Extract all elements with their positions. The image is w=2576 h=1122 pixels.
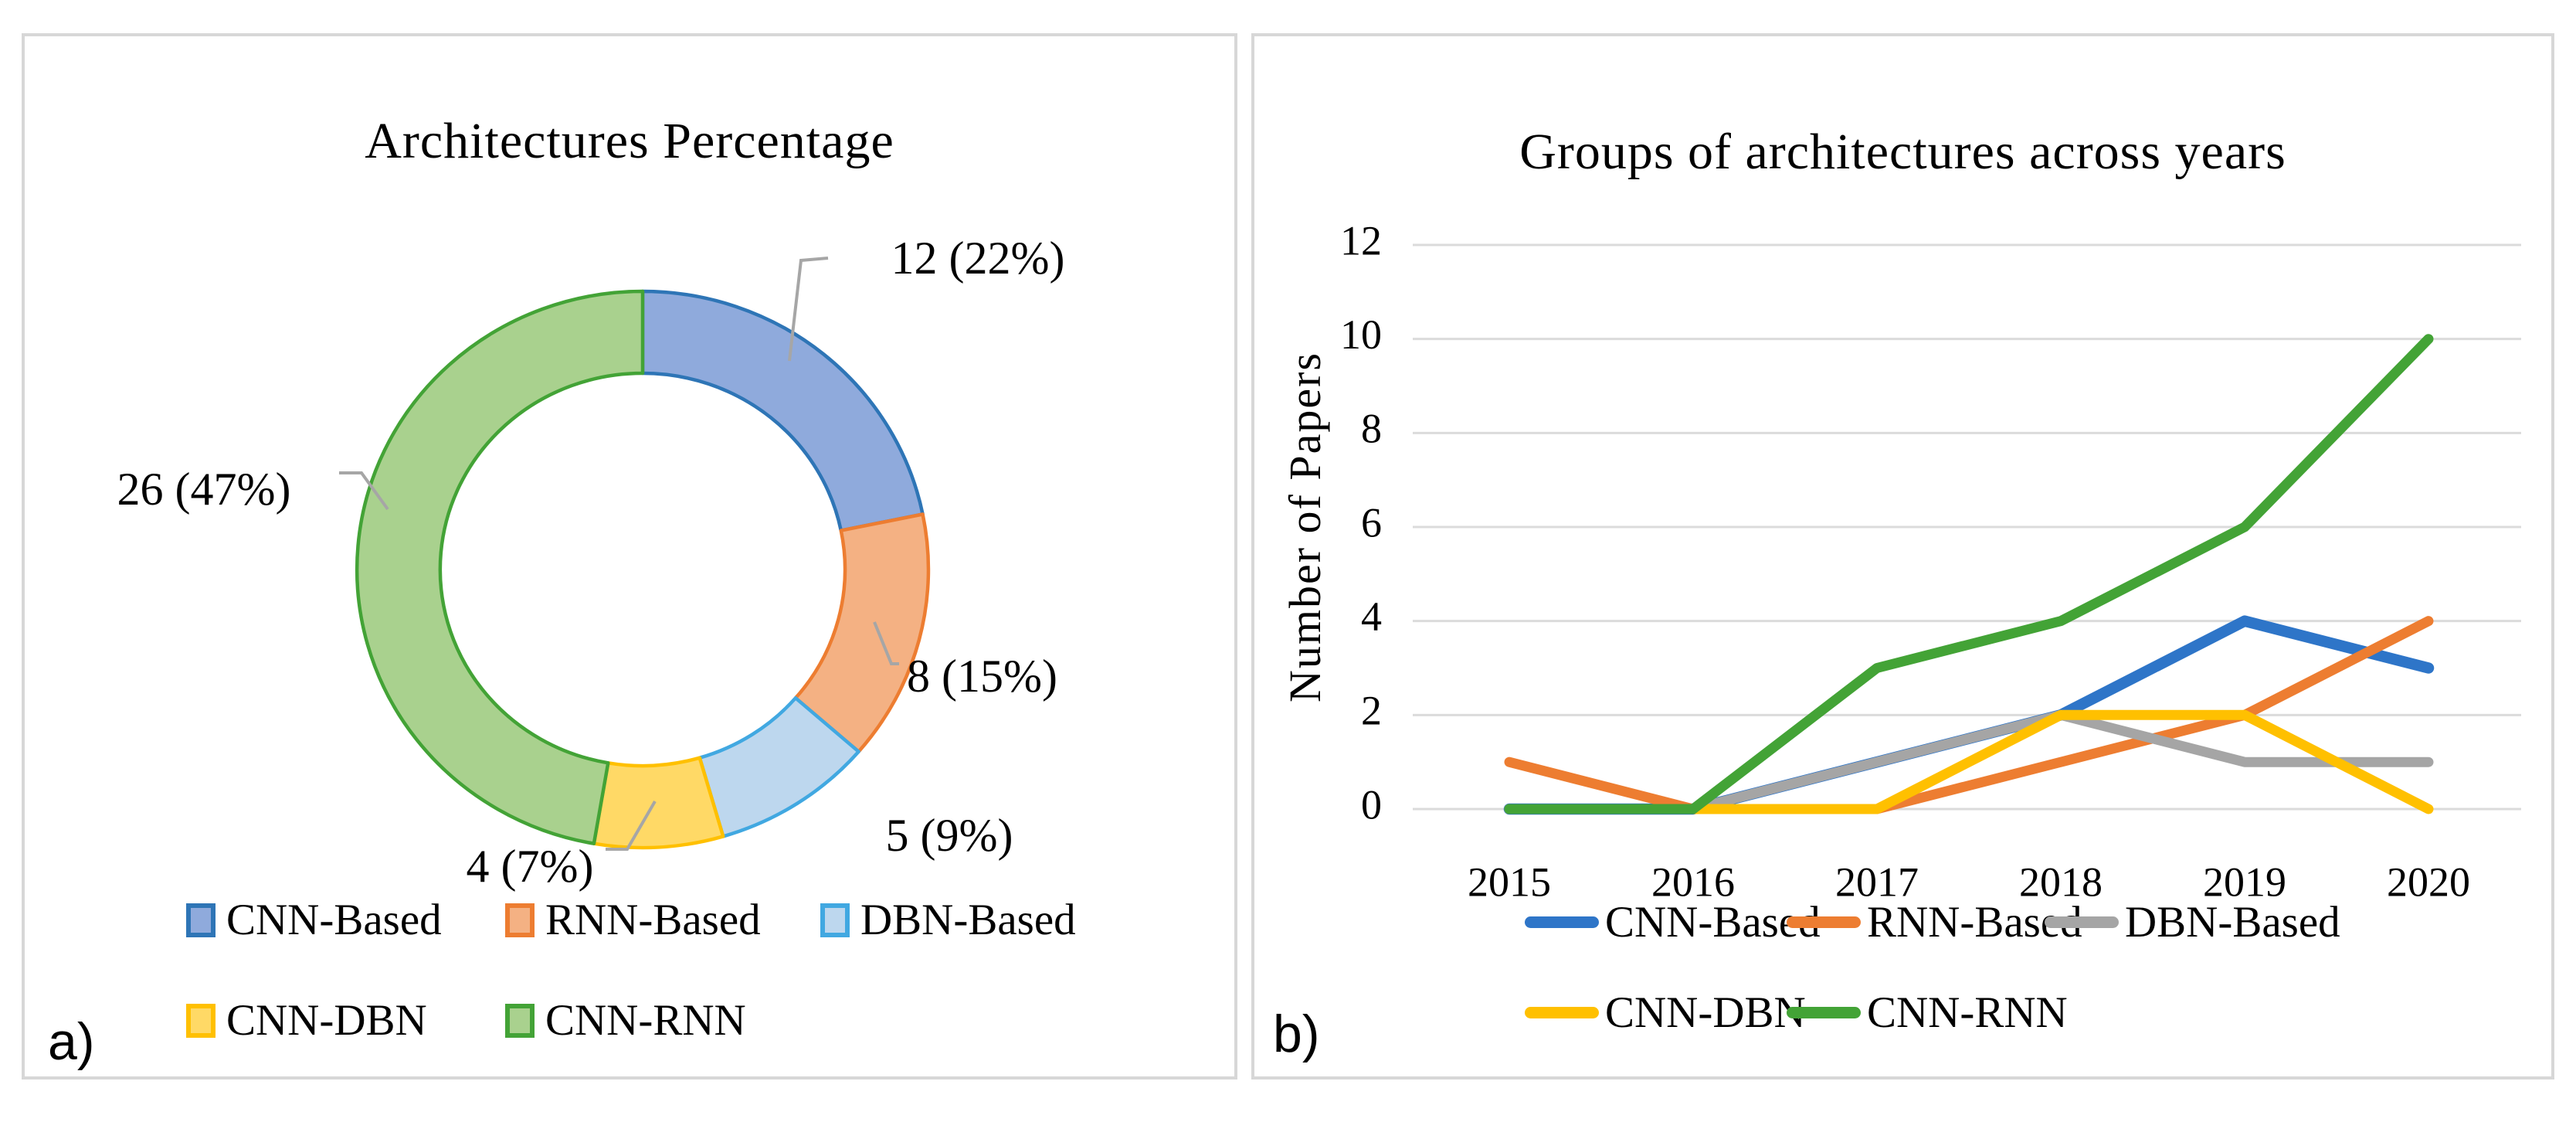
donut-chart-title: Architectures Percentage <box>365 113 894 169</box>
legend-item-CNN-DBN: CNN-DBN <box>1525 991 1806 1035</box>
y-tick-label-8: 8 <box>1361 406 1382 452</box>
y-tick-label-6: 6 <box>1361 499 1382 546</box>
legend-item-CNN-Based: CNN-Based <box>1525 900 1821 944</box>
legend-swatch-CNN-RNN <box>505 1003 535 1038</box>
pie-data-label-DBN-Based: 5 (9%) <box>886 810 1013 861</box>
legend-swatch-RNN-Based <box>1787 916 1861 928</box>
line-series-RNN-Based <box>1504 616 2434 814</box>
legend-label-CNN-RNN: CNN-RNN <box>545 996 746 1045</box>
pie-data-label-CNN-Based: 12 (22%) <box>891 233 1065 284</box>
leader-line-RNN-Based <box>873 621 899 665</box>
donut-slice-CNN-Based <box>640 289 925 532</box>
panel-a-tag: a) <box>48 1012 95 1071</box>
y-tick-label-10: 10 <box>1340 311 1382 358</box>
legend-swatch-CNN-DBN <box>186 1003 216 1038</box>
legend-item-CNN-Based: CNN-Based <box>186 898 442 942</box>
line-chart-title: Groups of architectures across years <box>1519 124 2286 180</box>
legend-item-RNN-Based: RNN-Based <box>1787 900 2082 944</box>
x-tick-label-2018: 2018 <box>2019 858 2103 905</box>
legend-label-RNN-Based: RNN-Based <box>545 896 761 944</box>
legend-item-CNN-RNN: CNN-RNN <box>1787 991 2068 1035</box>
legend-swatch-RNN-Based <box>505 903 535 937</box>
x-tick-label-2016: 2016 <box>1651 858 1735 905</box>
legend-label-CNN-Based: CNN-Based <box>1605 898 1821 947</box>
line-chart-canvas: 0 2 4 6 8 10 12 2015 2016 2017 2018 2019 2020 Number … <box>1280 217 2521 905</box>
donut-slice-CNN-DBN <box>592 756 725 850</box>
legend-label-CNN-DBN: CNN-DBN <box>226 996 427 1045</box>
x-tick-label-2020: 2020 <box>2387 858 2470 905</box>
x-tick-label-2015: 2015 <box>1468 858 1551 905</box>
legend-label-DBN-Based: DBN-Based <box>2125 898 2340 947</box>
legend-item-CNN-RNN: CNN-RNN <box>505 998 746 1042</box>
legend-swatch-CNN-Based <box>186 903 216 937</box>
legend-item-RNN-Based: RNN-Based <box>505 898 761 942</box>
legend-swatch-CNN-Based <box>1525 916 1599 928</box>
pie-data-label-CNN-RNN: 26 (47%) <box>117 464 291 515</box>
panel-b-line-chart: Groups of architectures across years 0 2 4… <box>1251 33 2554 1080</box>
legend-swatch-DBN-Based <box>2045 916 2119 928</box>
legend-label-DBN-Based: DBN-Based <box>860 896 1076 944</box>
line-series-CNN-RNN <box>1504 334 2434 814</box>
y-tick-label-12: 12 <box>1340 217 1382 264</box>
donut-chart-canvas: 12 (22%) 8 (15%) 5 (9%) 4 (7%) 26 (47%) <box>117 233 1065 892</box>
y-axis-title: Number of Papers <box>1280 352 1330 702</box>
leader-line-CNN-DBN <box>606 800 657 851</box>
legend-item-CNN-DBN: CNN-DBN <box>186 998 427 1042</box>
leader-line-CNN-Based <box>788 257 829 362</box>
pie-data-label-CNN-DBN: 4 (7%) <box>467 841 594 892</box>
x-tick-label-2017: 2017 <box>1835 858 1919 905</box>
y-tick-label-2: 2 <box>1361 688 1382 734</box>
y-tick-label-0: 0 <box>1361 781 1382 828</box>
legend-swatch-CNN-DBN <box>1525 1007 1599 1018</box>
donut-slice-CNN-RNN <box>355 289 645 845</box>
legend-swatch-CNN-RNN <box>1787 1007 1861 1018</box>
pie-data-label-RNN-Based: 8 (15%) <box>907 651 1057 702</box>
y-tick-label-4: 4 <box>1361 593 1382 640</box>
panel-b-tag: b) <box>1273 1005 1320 1063</box>
legend-item-DBN-Based: DBN-Based <box>820 898 1076 942</box>
panel-a-donut-chart: Architectures Percentage 12 (22%) 8 (15%)… <box>22 33 1237 1080</box>
legend-label-CNN-RNN: CNN-RNN <box>1867 988 2068 1037</box>
x-tick-label-2019: 2019 <box>2203 858 2286 905</box>
legend-label-CNN-Based: CNN-Based <box>226 896 442 944</box>
leader-line-CNN-RNN <box>339 471 389 511</box>
legend-item-DBN-Based: DBN-Based <box>2045 900 2340 944</box>
legend-label-CNN-DBN: CNN-DBN <box>1605 988 1806 1037</box>
legend-swatch-DBN-Based <box>820 903 850 937</box>
